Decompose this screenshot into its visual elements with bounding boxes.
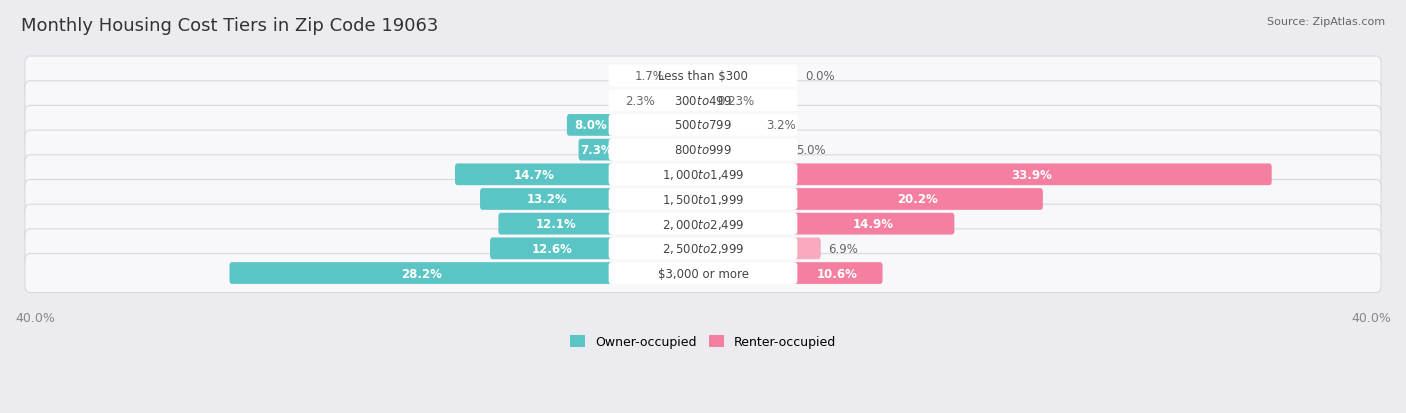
Text: 5.0%: 5.0% (797, 144, 827, 157)
Text: $800 to $999: $800 to $999 (673, 144, 733, 157)
FancyBboxPatch shape (25, 180, 1381, 219)
FancyBboxPatch shape (793, 263, 883, 284)
Text: 33.9%: 33.9% (1011, 169, 1053, 181)
Text: 28.2%: 28.2% (401, 267, 441, 280)
FancyBboxPatch shape (609, 213, 797, 235)
FancyBboxPatch shape (609, 90, 797, 112)
Text: 12.1%: 12.1% (536, 218, 576, 230)
Text: $300 to $499: $300 to $499 (673, 95, 733, 107)
FancyBboxPatch shape (498, 213, 613, 235)
FancyBboxPatch shape (25, 106, 1381, 145)
FancyBboxPatch shape (25, 155, 1381, 195)
FancyBboxPatch shape (793, 189, 1043, 210)
FancyBboxPatch shape (793, 238, 821, 260)
Text: $1,500 to $1,999: $1,500 to $1,999 (662, 192, 744, 206)
Text: 13.2%: 13.2% (526, 193, 567, 206)
Text: 3.2%: 3.2% (766, 119, 796, 132)
Text: 0.0%: 0.0% (804, 70, 835, 83)
FancyBboxPatch shape (25, 254, 1381, 293)
Text: $3,000 or more: $3,000 or more (658, 267, 748, 280)
FancyBboxPatch shape (609, 263, 797, 284)
Text: 0.23%: 0.23% (717, 95, 754, 107)
FancyBboxPatch shape (479, 189, 613, 210)
Text: $1,000 to $1,499: $1,000 to $1,499 (662, 168, 744, 182)
FancyBboxPatch shape (25, 131, 1381, 170)
FancyBboxPatch shape (25, 229, 1381, 268)
Text: Less than $300: Less than $300 (658, 70, 748, 83)
FancyBboxPatch shape (567, 115, 613, 136)
FancyBboxPatch shape (609, 189, 797, 210)
FancyBboxPatch shape (456, 164, 613, 186)
Text: 20.2%: 20.2% (897, 193, 938, 206)
FancyBboxPatch shape (609, 164, 797, 186)
FancyBboxPatch shape (793, 213, 955, 235)
Text: $2,000 to $2,499: $2,000 to $2,499 (662, 217, 744, 231)
Text: Monthly Housing Cost Tiers in Zip Code 19063: Monthly Housing Cost Tiers in Zip Code 1… (21, 17, 439, 34)
Text: 12.6%: 12.6% (531, 242, 572, 255)
FancyBboxPatch shape (25, 57, 1381, 96)
Text: 14.7%: 14.7% (513, 169, 555, 181)
FancyBboxPatch shape (25, 205, 1381, 244)
FancyBboxPatch shape (793, 164, 1271, 186)
FancyBboxPatch shape (579, 140, 613, 161)
Text: $2,500 to $2,999: $2,500 to $2,999 (662, 242, 744, 256)
Text: 7.3%: 7.3% (579, 144, 613, 157)
Text: 6.9%: 6.9% (828, 242, 858, 255)
Legend: Owner-occupied, Renter-occupied: Owner-occupied, Renter-occupied (565, 330, 841, 354)
FancyBboxPatch shape (491, 238, 613, 260)
FancyBboxPatch shape (609, 115, 797, 136)
FancyBboxPatch shape (25, 81, 1381, 121)
FancyBboxPatch shape (229, 263, 613, 284)
Text: Source: ZipAtlas.com: Source: ZipAtlas.com (1267, 17, 1385, 26)
FancyBboxPatch shape (609, 140, 797, 161)
Text: $500 to $799: $500 to $799 (673, 119, 733, 132)
Text: 8.0%: 8.0% (574, 119, 606, 132)
Text: 14.9%: 14.9% (853, 218, 894, 230)
FancyBboxPatch shape (609, 238, 797, 260)
FancyBboxPatch shape (609, 66, 797, 87)
Text: 10.6%: 10.6% (817, 267, 858, 280)
Text: 1.7%: 1.7% (634, 70, 665, 83)
Text: 2.3%: 2.3% (624, 95, 655, 107)
